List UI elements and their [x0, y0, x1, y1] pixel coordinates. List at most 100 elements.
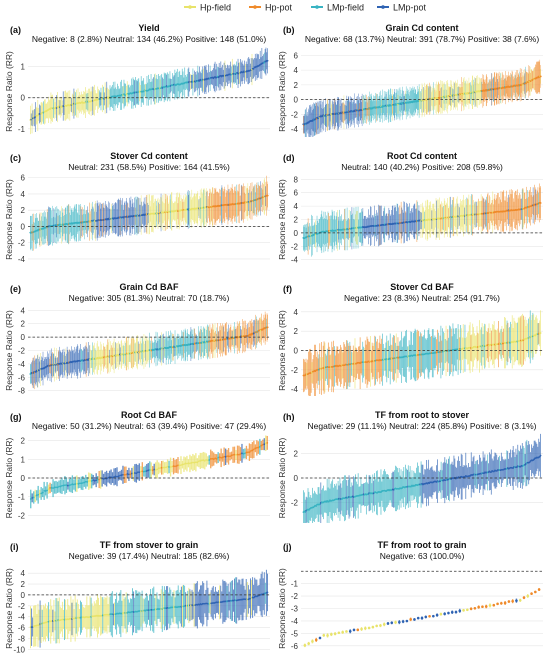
- point-estimate: [267, 60, 269, 62]
- point-estimate: [201, 460, 203, 462]
- point-estimate: [540, 202, 542, 204]
- point-estimate: [193, 462, 195, 464]
- point-estimate: [540, 332, 542, 334]
- data-points: [30, 48, 269, 134]
- y-tick-label: 4: [294, 202, 299, 211]
- y-tick-label: 0: [21, 94, 26, 103]
- panel-tag: (f): [283, 284, 292, 294]
- point-estimate: [127, 473, 129, 475]
- point-estimate: [37, 494, 39, 496]
- point-estimate: [46, 489, 48, 491]
- point-estimate: [186, 463, 188, 465]
- point-estimate: [208, 459, 210, 461]
- data-points: [303, 434, 542, 523]
- point-estimate: [91, 480, 93, 482]
- panel-subtitle: Negative: 50 (31.2%) Neutral: 63 (39.4%)…: [32, 421, 267, 431]
- point-estimate: [266, 442, 268, 444]
- point-estimate: [147, 469, 149, 471]
- panel-subtitle: Negative: 8 (2.8%) Neutral: 134 (46.2%) …: [32, 34, 267, 44]
- point-estimate: [153, 469, 155, 471]
- panel-subtitle: Negative: 68 (13.7%) Neutral: 391 (78.7%…: [305, 34, 540, 44]
- panel-subtitle: Negative: 305 (81.3%) Neutral: 70 (18.7%…: [69, 293, 230, 303]
- y-tick-label: 0: [21, 333, 26, 342]
- y-tick-label: 2: [294, 327, 299, 336]
- panel-title: Stover Cd BAF: [390, 282, 454, 292]
- legend-label: Hp-pot: [265, 3, 293, 13]
- point-estimate: [48, 488, 50, 490]
- y-tick-label: 0: [21, 474, 26, 483]
- y-tick-label: -2: [291, 242, 299, 251]
- y-tick-label: -2: [291, 110, 299, 119]
- y-tick-label: 2: [294, 81, 299, 90]
- point-estimate: [134, 472, 136, 474]
- panel-title: Stover Cd content: [110, 151, 188, 161]
- y-tick-label: 2: [294, 216, 299, 225]
- point-estimate: [196, 461, 198, 463]
- point-estimate: [265, 442, 267, 444]
- panel-title: Yield: [138, 23, 159, 33]
- y-tick-label: 0: [294, 474, 299, 483]
- y-axis-title: Response Ratio (RR): [4, 310, 14, 391]
- point-estimate: [259, 446, 261, 448]
- point-estimate: [103, 478, 105, 480]
- point-estimate: [179, 464, 181, 466]
- point-estimate: [182, 464, 184, 466]
- legend-swatch-dot: [315, 5, 319, 9]
- y-tick-label: 4: [294, 66, 299, 75]
- point-estimate: [156, 468, 158, 470]
- panel-title: Grain Cd BAF: [119, 282, 179, 292]
- panel-tag: (e): [10, 284, 21, 294]
- point-estimate: [216, 458, 218, 460]
- data-points: [29, 176, 268, 251]
- legend-label: LMp-pot: [393, 3, 427, 13]
- point-estimate: [144, 470, 146, 472]
- point-estimate: [249, 451, 251, 453]
- panel-subtitle: Negative: 23 (8.3%) Neutral: 254 (91.7%): [344, 293, 500, 303]
- y-tick-label: -4: [291, 125, 299, 134]
- y-tick-label: 2: [21, 320, 26, 329]
- point-estimate: [140, 471, 142, 473]
- y-tick-label: -4: [18, 360, 26, 369]
- y-tick-label: 6: [294, 189, 299, 198]
- point-estimate: [253, 449, 255, 451]
- panel-tag: (h): [283, 412, 295, 422]
- y-tick-label: -1: [18, 125, 26, 134]
- point-estimate: [204, 460, 206, 462]
- y-tick-label: -4: [18, 255, 26, 264]
- y-tick-label: -2: [291, 366, 299, 375]
- panel-title: Root Cd BAF: [121, 410, 177, 420]
- point-estimate: [39, 493, 41, 495]
- point-estimate: [244, 453, 246, 455]
- y-axis-title: Response Ratio (RR): [277, 51, 287, 132]
- panel-title: Root Cd content: [387, 151, 457, 161]
- y-tick-label: -4: [291, 256, 299, 265]
- legend-swatch-dot: [188, 5, 192, 9]
- y-tick-label: -8: [18, 387, 26, 396]
- point-estimate: [229, 455, 231, 457]
- point-estimate: [100, 479, 102, 481]
- y-tick-label: -2: [291, 499, 299, 508]
- y-tick-label: 6: [21, 174, 26, 183]
- point-estimate: [267, 195, 269, 197]
- point-estimate: [42, 492, 44, 494]
- y-tick-label: -2: [18, 239, 26, 248]
- legend-swatch-dot: [253, 5, 257, 9]
- data-points: [302, 183, 541, 256]
- panel-tag: (c): [10, 153, 21, 163]
- y-tick-label: -1: [18, 493, 26, 502]
- y-axis-title: Response Ratio (RR): [277, 179, 287, 260]
- y-tick-label: 8: [294, 175, 299, 184]
- point-estimate: [159, 467, 161, 469]
- data-points: [30, 435, 268, 508]
- legend-swatch-dot: [381, 5, 385, 9]
- point-estimate: [135, 472, 137, 474]
- data-points: [302, 60, 541, 137]
- y-tick-label: -6: [18, 373, 26, 382]
